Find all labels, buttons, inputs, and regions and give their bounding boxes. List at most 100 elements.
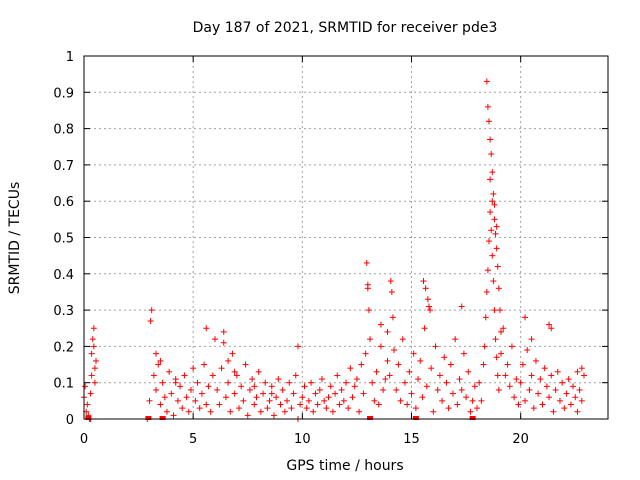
data-point [363, 259, 370, 266]
data-point [530, 405, 537, 412]
data-point [460, 350, 467, 357]
data-point [486, 238, 493, 245]
data-point [231, 368, 238, 375]
data-point-cluster [367, 416, 374, 420]
data-point [487, 136, 494, 143]
data-point [236, 405, 243, 412]
y-tick-label: 0 [66, 413, 74, 428]
data-point [546, 321, 553, 328]
x-tick-label: 5 [189, 432, 197, 447]
data-point [214, 386, 221, 393]
data-point [480, 361, 487, 368]
data-point [493, 354, 500, 361]
data-point [483, 78, 490, 85]
data-point [456, 376, 463, 383]
data-point [494, 372, 501, 379]
y-tick-label: 0.8 [53, 123, 74, 138]
data-point [550, 408, 557, 415]
data-point [334, 372, 341, 379]
data-point [488, 227, 495, 234]
data-point [425, 303, 432, 310]
data-point [218, 365, 225, 372]
data-point [482, 314, 489, 321]
y-tick-label: 0.4 [53, 268, 74, 283]
data-point [502, 372, 509, 379]
data-point [424, 296, 431, 303]
data-point [209, 372, 216, 379]
data-point [388, 288, 395, 295]
data-point [225, 357, 232, 364]
data-point [153, 350, 160, 357]
data-point [220, 339, 227, 346]
data-point [539, 401, 546, 408]
data-point-cluster [85, 416, 92, 420]
data-point [207, 408, 214, 415]
data-point [428, 365, 435, 372]
data-point [488, 151, 495, 158]
data-point [367, 336, 374, 343]
data-point [286, 379, 293, 386]
data-point [161, 394, 168, 401]
data-point [465, 368, 472, 375]
data-point [576, 386, 583, 393]
data-point [495, 285, 502, 292]
data-point [522, 397, 529, 404]
data-point [325, 394, 332, 401]
data-point [528, 336, 535, 343]
x-tick-label: 0 [80, 432, 88, 447]
y-tick-label: 0.5 [53, 232, 74, 247]
data-point [345, 405, 352, 412]
data-point [508, 343, 515, 350]
data-point [517, 379, 524, 386]
data-point [524, 347, 531, 354]
data-point [88, 372, 95, 379]
data-point [430, 408, 437, 415]
data-point-cluster [412, 416, 419, 420]
x-tick-label: 10 [294, 432, 311, 447]
data-point [484, 103, 491, 110]
data-point [556, 397, 563, 404]
data-point [535, 390, 542, 397]
data-point [155, 361, 162, 368]
data-point [255, 368, 262, 375]
data-point [570, 383, 577, 390]
data-point [552, 386, 559, 393]
y-tick-labels: 0 0.1 0.2 0.3 0.4 0.5 0.6 0.7 0.8 0.9 1 [53, 50, 74, 428]
data-point [386, 372, 393, 379]
data-point [371, 397, 378, 404]
data-point [190, 365, 197, 372]
data-point [88, 350, 95, 357]
data-point [478, 397, 485, 404]
data-point [93, 357, 100, 364]
data-point [483, 288, 490, 295]
data-point [275, 376, 282, 383]
data-point [205, 383, 212, 390]
data-point-cluster [159, 416, 166, 420]
data-point [541, 365, 548, 372]
data-point [375, 401, 382, 408]
data-point [506, 383, 513, 390]
x-tick-labels: 0 5 10 15 20 [80, 432, 529, 447]
data-point [490, 278, 497, 285]
data-point [580, 372, 587, 379]
data-point [500, 325, 507, 332]
data-point [172, 379, 179, 386]
y-axis-label: SRMTID / TECUs [7, 182, 23, 295]
data-point [279, 386, 286, 393]
data-point [384, 357, 391, 364]
data-point [421, 325, 428, 332]
data-point [249, 376, 256, 383]
data-point [270, 412, 277, 419]
data-point [498, 328, 505, 335]
data-point [543, 383, 550, 390]
data-point [318, 376, 325, 383]
data-point [227, 408, 234, 415]
data-point [166, 368, 173, 375]
data-point [185, 408, 192, 415]
data-point [548, 325, 555, 332]
data-point [496, 307, 503, 314]
data-point [380, 386, 387, 393]
data-point [183, 394, 190, 401]
data-point [192, 397, 199, 404]
data-point [82, 383, 89, 390]
